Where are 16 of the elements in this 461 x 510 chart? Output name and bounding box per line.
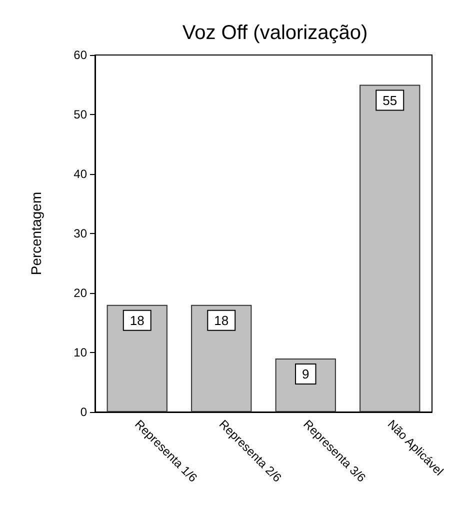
chart-title: Voz Off (valorização) xyxy=(182,22,368,44)
bar xyxy=(191,304,252,412)
bar xyxy=(106,304,168,412)
bar xyxy=(360,84,420,412)
y-tick-label: 50 xyxy=(74,108,88,122)
data-label: 55 xyxy=(382,92,398,108)
data-label: 18 xyxy=(214,312,229,328)
y-tick-label: 40 xyxy=(74,167,88,181)
y-axis-title: Percentagem xyxy=(28,192,44,276)
y-tick-label: 10 xyxy=(74,346,88,360)
y-tick-label: 60 xyxy=(74,48,88,62)
y-tick-label: 0 xyxy=(80,405,88,419)
data-label: 18 xyxy=(130,312,144,328)
y-tick-label: 20 xyxy=(74,286,88,300)
data-label: 9 xyxy=(302,366,310,382)
y-tick-label: 30 xyxy=(74,226,88,240)
